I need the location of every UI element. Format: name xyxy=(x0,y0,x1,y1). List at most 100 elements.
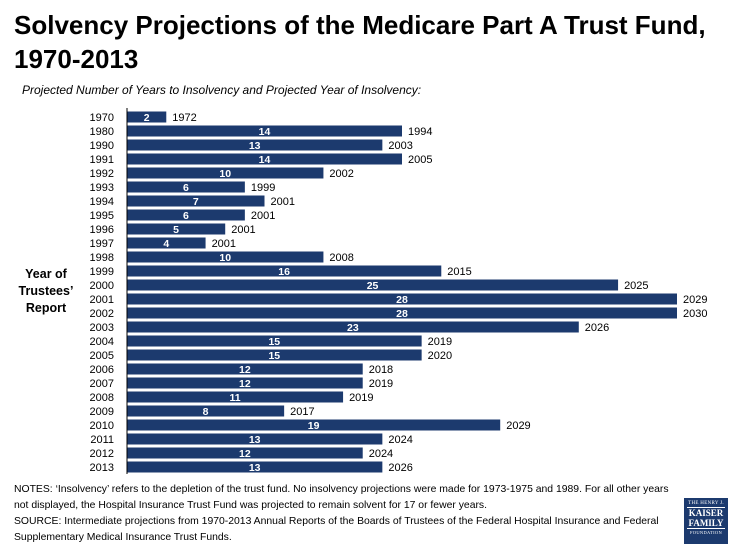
bar-value-label: 4 xyxy=(163,238,169,250)
bar-value-label: 15 xyxy=(268,350,280,362)
bar xyxy=(127,251,324,263)
bar xyxy=(127,293,677,305)
bar xyxy=(127,307,677,319)
insolvency-year-label: 1972 xyxy=(172,112,196,124)
bar xyxy=(127,139,383,151)
notes-text: NOTES: ‘Insolvency’ refers to the deplet… xyxy=(14,484,669,511)
bar-value-label: 28 xyxy=(396,294,408,306)
bar xyxy=(127,195,265,207)
bar-value-label: 12 xyxy=(239,448,251,460)
bar xyxy=(127,237,206,249)
category-tick-label: 2002 xyxy=(90,308,114,320)
bar xyxy=(127,111,167,123)
bar-value-label: 2 xyxy=(144,112,150,124)
bar xyxy=(127,279,619,291)
insolvency-year-label: 2029 xyxy=(683,294,707,306)
bar-value-label: 10 xyxy=(219,252,231,264)
category-tick-label: 2000 xyxy=(90,280,114,292)
insolvency-year-label: 2024 xyxy=(369,448,393,460)
bar-value-label: 23 xyxy=(347,322,359,334)
insolvency-year-label: 2003 xyxy=(388,140,412,152)
y-axis-label: Year of Trustees’ Report xyxy=(8,266,84,317)
y-axis-label-line: Report xyxy=(25,301,67,315)
insolvency-year-label: 2008 xyxy=(329,252,353,264)
insolvency-year-label: 2015 xyxy=(447,266,471,278)
bar-value-label: 13 xyxy=(249,140,261,152)
bar-value-label: 11 xyxy=(229,392,240,404)
insolvency-year-label: 2020 xyxy=(428,350,452,362)
category-tick-label: 2013 xyxy=(90,462,114,474)
insolvency-year-label: 2017 xyxy=(290,406,314,418)
category-tick-label: 2006 xyxy=(90,364,114,376)
category-tick-label: 2005 xyxy=(90,350,114,362)
bar-value-label: 28 xyxy=(396,308,408,320)
bar xyxy=(127,335,422,347)
bar xyxy=(127,321,579,333)
insolvency-year-label: 2001 xyxy=(271,196,295,208)
logo-line: KAISER xyxy=(688,508,724,518)
bar-value-label: 14 xyxy=(259,154,271,166)
bar xyxy=(127,461,383,473)
insolvency-year-label: 2005 xyxy=(408,154,432,166)
logo-line: THE HENRY J. xyxy=(688,501,724,506)
bar-value-label: 6 xyxy=(183,210,189,222)
bar-value-label: 13 xyxy=(249,462,261,474)
insolvency-year-label: 2026 xyxy=(585,322,609,334)
insolvency-year-label: 2018 xyxy=(369,364,393,376)
kff-logo: THE HENRY J. KAISER FAMILY FOUNDATION xyxy=(684,498,728,544)
category-tick-label: 2011 xyxy=(90,434,114,446)
category-tick-label: 1991 xyxy=(90,154,114,166)
category-tick-label: 2004 xyxy=(90,336,114,348)
category-tick-label: 1992 xyxy=(90,168,114,180)
category-tick-label: 2010 xyxy=(90,420,114,432)
category-tick-label: 1990 xyxy=(90,140,114,152)
bar-value-label: 13 xyxy=(249,434,261,446)
chart-title: Solvency Projections of the Medicare Par… xyxy=(14,10,706,74)
bar-value-label: 14 xyxy=(259,126,271,138)
category-tick-label: 1998 xyxy=(90,252,114,264)
category-tick-label: 1997 xyxy=(90,238,114,250)
insolvency-year-label: 2019 xyxy=(349,392,373,404)
category-tick-label: 1970 xyxy=(90,112,114,124)
bar-value-label: 5 xyxy=(173,224,179,236)
bar xyxy=(127,447,363,459)
bar xyxy=(127,223,226,235)
category-tick-label: 2003 xyxy=(90,322,114,334)
category-tick-label: 1980 xyxy=(90,126,114,138)
insolvency-year-label: 2029 xyxy=(506,420,530,432)
category-tick-label: 2012 xyxy=(90,448,114,460)
category-tick-label: 1994 xyxy=(90,196,114,208)
category-tick-label: 1999 xyxy=(90,266,114,278)
bar xyxy=(127,419,501,431)
bar-value-label: 10 xyxy=(219,168,231,180)
insolvency-year-label: 2019 xyxy=(428,336,452,348)
insolvency-year-label: 2030 xyxy=(683,308,707,320)
insolvency-year-label: 2002 xyxy=(329,168,353,180)
bar xyxy=(127,181,245,193)
insolvency-year-label: 1994 xyxy=(408,126,432,138)
bar-value-label: 16 xyxy=(278,266,290,278)
insolvency-year-label: 2001 xyxy=(212,238,236,250)
y-axis-label-line: Trustees’ xyxy=(18,284,74,298)
bar-value-label: 12 xyxy=(239,364,251,376)
insolvency-year-label: 2026 xyxy=(388,462,412,474)
insolvency-year-label: 2025 xyxy=(624,280,648,292)
bar-value-label: 12 xyxy=(239,378,251,390)
bar xyxy=(127,167,324,179)
insolvency-year-label: 2019 xyxy=(369,378,393,390)
category-tick-label: 1995 xyxy=(90,210,114,222)
chart-subtitle: Projected Number of Years to Insolvency … xyxy=(22,83,422,97)
chart-notes: NOTES: ‘Insolvency’ refers to the deplet… xyxy=(14,482,674,546)
logo-line: FOUNDATION xyxy=(690,530,722,535)
bar xyxy=(127,391,344,403)
bar xyxy=(127,349,422,361)
category-tick-label: 1996 xyxy=(90,224,114,236)
insolvency-year-label: 2001 xyxy=(231,224,255,236)
insolvency-year-label: 2024 xyxy=(388,434,412,446)
category-tick-label: 2001 xyxy=(90,294,114,306)
source-text: SOURCE: Intermediate projections from 19… xyxy=(14,516,659,543)
bar xyxy=(127,265,442,277)
insolvency-year-label: 1999 xyxy=(251,182,275,194)
bar-value-label: 6 xyxy=(183,182,189,194)
bar xyxy=(127,433,383,445)
